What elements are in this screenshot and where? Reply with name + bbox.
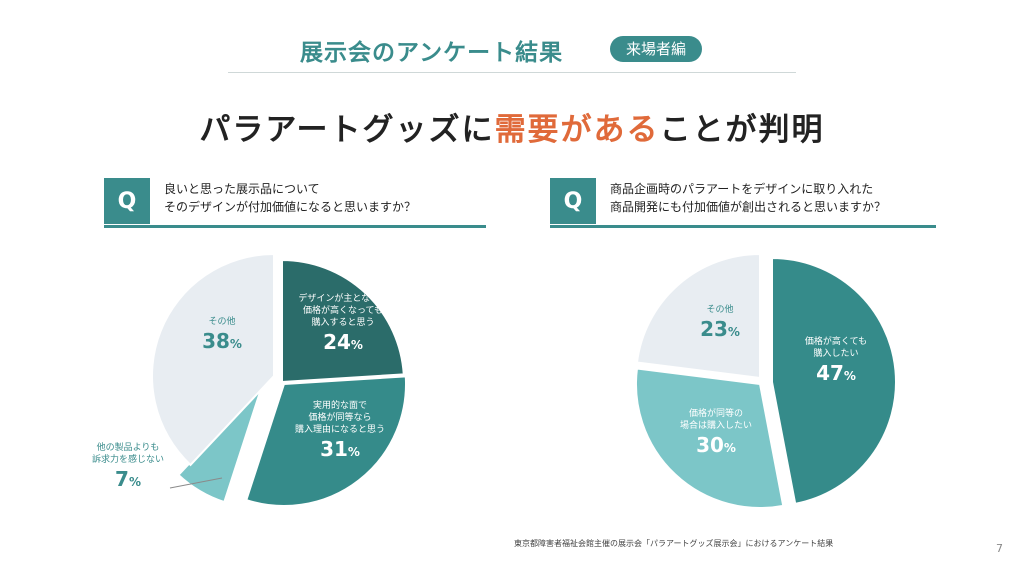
- pie-1-slice-3-value: 7%: [115, 467, 141, 491]
- pie-1-slice-4-label: その他 38%: [152, 316, 292, 357]
- headline-pre: パラアートグッズに: [199, 112, 495, 148]
- pie-1-slice-1-value: 24%: [323, 330, 363, 354]
- question-box-1: Q 良いと思った展示品について そのデザインが付加価値になると思いますか？: [104, 178, 486, 228]
- question-mark-2: Q: [550, 178, 596, 224]
- footnote: 東京都障害者福祉会館主催の展示会「パラアートグッズ展示会」におけるアンケート結果: [514, 539, 834, 548]
- pie-1-slice-1-label-line-1: デザインが主となって: [298, 294, 388, 304]
- headline: パラアートグッズに需要があることが判明: [0, 104, 1024, 149]
- pie-1-slice-1: [281, 258, 405, 384]
- pie-2-slice-2-label-line-2: 場合は購入したい: [679, 421, 752, 431]
- pie-1-slice-4-value: 38%: [202, 329, 242, 353]
- question-rule-1: [104, 225, 486, 228]
- question-1-line-2: そのデザインが付加価値になると思いますか？: [164, 200, 417, 214]
- question-1-line-1: 良いと思った展示品について: [164, 182, 320, 196]
- pie-2-slice-1-label: 価格が高くても 購入したい 47%: [766, 336, 906, 389]
- pie-1-slice-2-label: 実用的な面で 価格が同等なら購入理由になると思う 31%: [270, 400, 410, 465]
- pie-2-slice-1-value: 47%: [816, 361, 856, 385]
- question-box-2: Q 商品企画時のパラアートをデザインに取り入れた 商品開発にも付加価値が創出され…: [550, 178, 936, 228]
- pie-1-slice-2-label-line-3: 購入理由になると思う: [294, 425, 385, 435]
- pie-2-slice-2-label: 価格が同等の 場合は購入したい 30%: [646, 408, 786, 461]
- pie-1-leader-line: [169, 477, 223, 489]
- pie-2-slice-1-label-line-2: 購入したい: [813, 349, 859, 359]
- pie-2-slice-3-label-line-1: その他: [706, 305, 734, 315]
- question-rule-2: [550, 225, 936, 228]
- pie-2-slice-2-value: 30%: [696, 433, 736, 457]
- pie-2-slice-2: [635, 367, 785, 509]
- question-mark-1: Q: [104, 178, 150, 224]
- pie-2-slice-1-label-line-1: 価格が高くても: [804, 337, 868, 347]
- pie-1-slice-2-label-line-2: 価格が同等なら: [308, 413, 372, 423]
- pie-1-slice-4-label-line-1: その他: [208, 317, 236, 327]
- pie-1-slice-2-value: 31%: [320, 437, 360, 461]
- pie-1-slice-1-label: デザインが主となって 価格が高くなっても 購入すると思う 24%: [273, 293, 413, 358]
- question-2-line-2: 商品開発にも付加価値が創出されると思いますか？: [610, 200, 887, 214]
- pie-1-slice-3-label-line-1: 他の製品よりも: [96, 443, 160, 453]
- header-badge: 来場者編: [610, 36, 703, 62]
- pie-2-slice-3-value: 23%: [700, 317, 740, 341]
- question-text-1: 良いと思った展示品について そのデザインが付加価値になると思いますか？: [164, 180, 486, 216]
- header-title: 展示会のアンケート結果: [300, 40, 564, 66]
- headline-accent: 需要がある: [494, 112, 660, 148]
- header-rule: [228, 72, 796, 73]
- pie-1-slice-3-label-line-2: 訴求力を感じない: [91, 455, 164, 465]
- pie-1-slice-1-label-line-2: 価格が高くなっても: [302, 306, 384, 316]
- question-2-line-1: 商品企画時のパラアートをデザインに取り入れた: [610, 182, 874, 196]
- pie-1-slice-2: [245, 375, 407, 507]
- headline-post: ことが判明: [659, 112, 825, 148]
- pie-2-slice-3: [635, 252, 761, 380]
- pie-2-slice-3-label: その他 23%: [650, 304, 790, 345]
- pie-2-slice-2-label-line-1: 価格が同等の: [688, 409, 743, 419]
- pie-1-slice-3: [177, 385, 263, 504]
- pie-2-slice-1: [771, 256, 897, 505]
- pie-1-slice-1-label-line-3: 購入すると思う: [311, 318, 375, 328]
- page-number: 7: [996, 542, 1003, 555]
- pie-1-slice-4: [151, 252, 275, 467]
- pie-1-slice-3-label: 他の製品よりも 訴求力を感じない 7%: [58, 442, 198, 495]
- question-text-2: 商品企画時のパラアートをデザインに取り入れた 商品開発にも付加価値が創出されると…: [610, 180, 936, 216]
- pie-1-slice-2-label-line-1: 実用的な面で: [312, 401, 367, 411]
